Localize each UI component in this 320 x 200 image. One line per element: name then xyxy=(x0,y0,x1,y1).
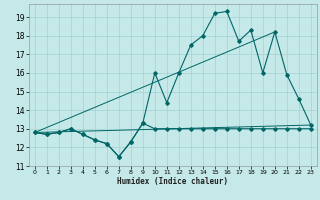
X-axis label: Humidex (Indice chaleur): Humidex (Indice chaleur) xyxy=(117,177,228,186)
